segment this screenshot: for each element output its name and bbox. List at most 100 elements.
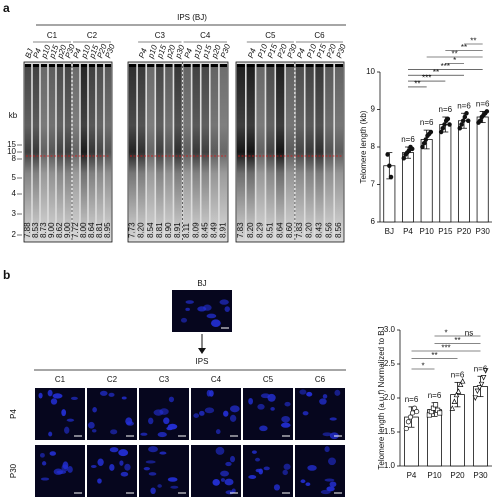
data-point <box>403 426 409 432</box>
nucleus <box>66 418 75 422</box>
nucleus <box>199 410 205 416</box>
significance-label: ** <box>414 80 420 89</box>
well <box>237 64 245 67</box>
nucleus <box>91 429 97 433</box>
gel-lane <box>201 64 210 240</box>
clone-label: C2 <box>87 31 98 40</box>
well <box>315 64 324 67</box>
panel-label: b <box>3 268 10 282</box>
n-label: n=6 <box>439 105 453 114</box>
data-point <box>462 114 468 120</box>
lane-value: 8.11 <box>182 222 191 238</box>
data-point <box>460 118 466 123</box>
arrow-head <box>198 348 206 354</box>
well <box>335 64 343 67</box>
lane-value: 7.73 <box>128 222 137 238</box>
well <box>286 64 294 67</box>
lane-value: 8.45 <box>200 222 209 238</box>
nucleus <box>215 429 221 435</box>
lane-label: P4 <box>31 47 43 60</box>
x-tick-label: P4 <box>403 227 413 236</box>
y-tick-label: 2.5 <box>384 359 396 368</box>
nucleus <box>229 405 240 413</box>
bar <box>439 124 452 223</box>
nucleus <box>118 449 129 457</box>
n-label: n=6 <box>476 99 490 108</box>
nucleus <box>40 477 50 481</box>
significance-label: * <box>453 56 456 65</box>
gel-lane <box>72 64 80 240</box>
nucleus <box>61 409 67 417</box>
well <box>25 64 31 67</box>
significance-label: ** <box>431 351 437 360</box>
nucleus <box>180 317 188 323</box>
nucleus <box>248 475 257 480</box>
nucleus <box>329 481 337 488</box>
well <box>276 64 285 67</box>
data-point <box>472 395 479 401</box>
kb-marker: 4 <box>12 189 17 198</box>
nucleus <box>270 407 275 411</box>
nucleus <box>121 396 127 400</box>
nucleus <box>326 486 335 492</box>
kb-marker: 15 <box>7 140 16 149</box>
data-point <box>457 125 463 131</box>
significance-label: ** <box>470 37 476 46</box>
well <box>305 64 314 67</box>
nucleus <box>322 394 328 399</box>
nucleus <box>48 431 53 437</box>
group-label: IPS (BJ) <box>177 13 207 22</box>
lane-value: 7.88 <box>23 222 32 238</box>
clone-label: C6 <box>314 31 325 40</box>
nucleus <box>61 464 69 472</box>
nucleus <box>52 393 63 399</box>
significance-label: ** <box>433 68 439 77</box>
nucleus <box>49 451 57 456</box>
nucleus <box>167 477 178 482</box>
nucleus <box>215 446 225 455</box>
lane-value: 8.20 <box>246 222 255 238</box>
clone-label: C3 <box>155 31 166 40</box>
nucleus <box>145 460 156 464</box>
data-point <box>474 388 481 395</box>
nucleus <box>99 390 108 396</box>
lane-label: P4 <box>137 47 149 60</box>
data-point <box>432 402 439 408</box>
gel-lane <box>156 64 164 240</box>
data-point <box>464 110 469 116</box>
nucleus <box>255 457 261 462</box>
x-tick-label: P30 <box>473 471 488 480</box>
x-tick-label: P10 <box>420 227 435 236</box>
bar <box>476 116 489 223</box>
gel-lane <box>96 64 104 240</box>
gel-lane <box>64 64 72 240</box>
data-point <box>387 163 392 169</box>
nucleus <box>197 306 207 312</box>
nucleus <box>143 466 150 471</box>
x-tick-label: P20 <box>457 227 472 236</box>
lane-label: P30 <box>219 42 233 59</box>
nucleus <box>140 432 148 436</box>
nucleus <box>220 470 230 477</box>
nucleus <box>280 422 291 428</box>
nucleus <box>97 478 102 484</box>
nucleus <box>224 478 234 486</box>
clone-label: C5 <box>263 375 274 384</box>
lane-value: 8.64 <box>275 222 284 238</box>
well <box>210 64 218 67</box>
lane-value: 8.20 <box>305 222 314 238</box>
x-tick-label: P15 <box>438 227 453 236</box>
nucleus <box>224 306 230 313</box>
significance-label: * <box>421 362 424 371</box>
data-point <box>385 152 390 157</box>
nucleus <box>70 396 78 401</box>
kb-marker: 8 <box>12 154 17 163</box>
nucleus <box>109 464 115 471</box>
lane-value: 8.64 <box>87 222 96 238</box>
gel-lane <box>246 64 255 240</box>
lane-value: 8.54 <box>146 222 155 238</box>
nucleus <box>163 417 170 425</box>
gel-lane <box>183 64 191 240</box>
data-point <box>414 409 420 415</box>
